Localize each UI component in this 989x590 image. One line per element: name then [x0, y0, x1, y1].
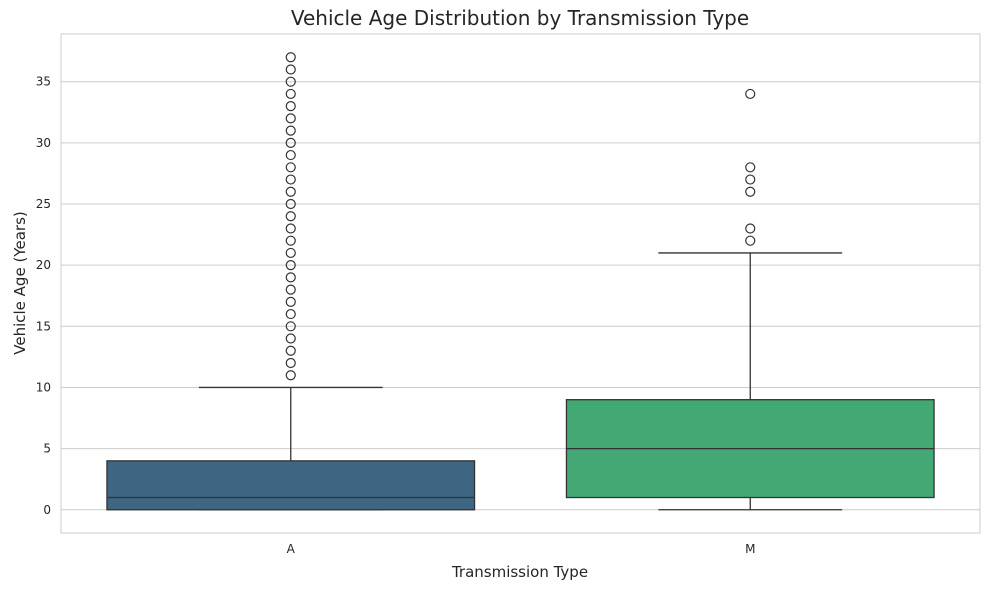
y-tick-label: 20 — [36, 258, 51, 272]
outlier-point — [285, 198, 296, 210]
outlier-point — [285, 260, 296, 271]
outlier-point — [285, 284, 296, 295]
outlier-point — [285, 272, 296, 283]
outlier-point — [745, 235, 756, 246]
outlier-point — [745, 174, 756, 185]
outlier-point — [285, 76, 296, 87]
outlier-point — [285, 321, 296, 332]
box-group-M — [565, 88, 935, 511]
outlier-point — [285, 308, 296, 320]
box-group-A — [106, 52, 476, 511]
outlier-point — [285, 113, 296, 124]
outlier-point — [285, 174, 296, 185]
y-tick-labels: 0 5 10 15 20 25 30 35 — [36, 75, 51, 517]
outlier-point — [285, 357, 296, 369]
chart-title: Vehicle Age Distribution by Transmission… — [291, 6, 749, 30]
outlier-point — [745, 162, 756, 173]
outlier-point — [285, 52, 296, 63]
outlier-point — [285, 296, 296, 307]
y-tick-label: 15 — [36, 319, 51, 333]
outlier-point — [285, 333, 296, 344]
outlier-point — [285, 186, 296, 197]
x-axis-label: Transmission Type — [451, 563, 588, 581]
y-tick-label: 10 — [36, 380, 51, 394]
y-tick-label: 0 — [43, 503, 51, 517]
outlier-point — [285, 149, 296, 161]
outlier-point — [285, 125, 296, 136]
plot-frame — [60, 33, 981, 534]
outlier-point — [285, 370, 296, 381]
outlier-point — [285, 88, 296, 100]
x-tick-label: A — [287, 542, 296, 556]
outlier-point — [285, 64, 296, 75]
outlier-point — [285, 345, 296, 356]
outlier-point — [285, 247, 296, 259]
outlier-point — [285, 223, 296, 234]
outlier-point — [285, 137, 296, 148]
outlier-point — [745, 186, 756, 197]
outlier-point — [285, 235, 296, 246]
outlier-point — [285, 101, 296, 112]
y-tick-label: 25 — [36, 197, 51, 211]
outlier-point — [285, 162, 296, 173]
y-tick-label: 5 — [43, 442, 51, 456]
outlier-point — [745, 88, 756, 100]
outlier-point — [285, 211, 296, 222]
y-axis-label: Vehicle Age (Years) — [11, 211, 29, 354]
box-iqr — [106, 460, 476, 511]
y-tick-label: 30 — [36, 136, 51, 150]
outlier-point — [745, 223, 756, 234]
boxes — [106, 52, 935, 511]
y-tick-label: 35 — [36, 75, 51, 89]
x-tick-label: M — [745, 542, 755, 556]
